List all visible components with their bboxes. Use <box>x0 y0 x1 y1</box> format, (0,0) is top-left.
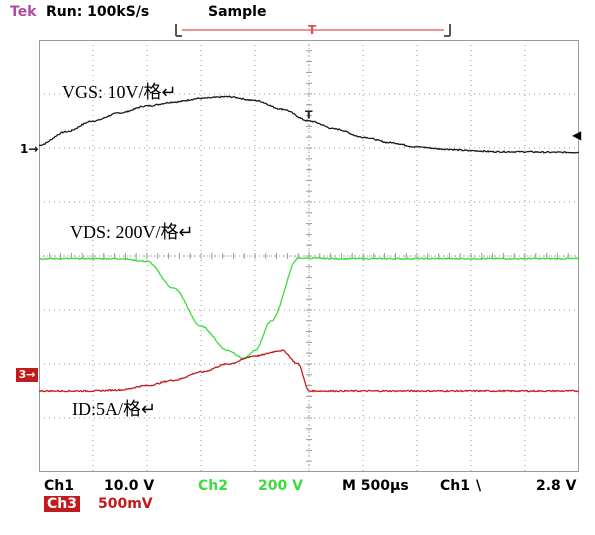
trigger-position-bar: T <box>175 23 451 37</box>
trigger-slope-icon: \ <box>476 478 482 494</box>
trace-id <box>39 349 579 393</box>
channel-settings-bar: Ch1 10.0 V Ch2 200 V M 500µs Ch1 \ 2.8 V… <box>0 476 595 535</box>
ch3-scale: 500mV <box>98 496 153 512</box>
vds-scale-label: VDS: 200V/格↵ <box>70 222 194 242</box>
vgs-scale-label: VGS: 10V/格↵ <box>62 82 177 102</box>
ch3-ground-marker: 3→ <box>16 368 38 382</box>
brand-label: Tek <box>10 4 37 20</box>
run-status: Run: 100kS/s <box>46 4 150 20</box>
graticule <box>39 40 579 472</box>
trace-vgs <box>39 95 579 154</box>
id-scale-label: ID:5A/格↵ <box>72 399 157 419</box>
timebase: M 500µs <box>342 478 409 494</box>
ch1-trigger-tick: T <box>305 108 313 121</box>
ch1-ground-marker: 1→ <box>20 142 39 156</box>
ch2-name: Ch2 <box>198 478 228 494</box>
trace-vds <box>39 256 579 360</box>
status-bar: Tek Run: 100kS/s Sample T <box>0 0 595 40</box>
waveform-display: T <box>39 40 579 472</box>
ch3-name: Ch3 <box>44 496 80 512</box>
ch2-scale: 200 V <box>258 478 303 494</box>
ch1-name: Ch1 <box>44 478 74 494</box>
ch1-scale: 10.0 V <box>104 478 155 494</box>
acquisition-mode: Sample <box>208 4 267 20</box>
trigger-source: Ch1 <box>440 478 470 494</box>
waveform-traces: T <box>39 95 579 393</box>
trigger-level-value: 2.8 V <box>536 478 577 494</box>
trigger-level-arrow-icon: ◀ <box>572 128 582 142</box>
trigger-position-marker: T <box>308 23 317 37</box>
